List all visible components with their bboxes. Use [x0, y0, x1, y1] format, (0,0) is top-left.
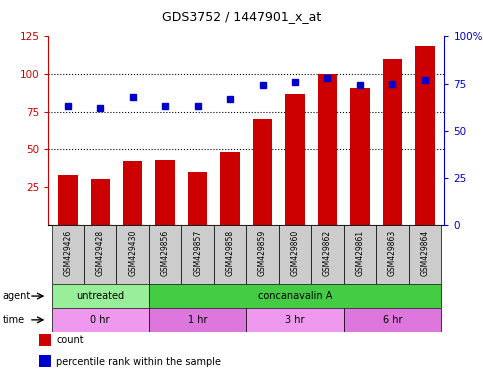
Text: GSM429864: GSM429864 [420, 230, 429, 276]
Text: GSM429859: GSM429859 [258, 230, 267, 276]
Bar [409, 225, 441, 284]
Bar [39, 355, 51, 367]
Text: time: time [2, 315, 25, 325]
Bar [149, 308, 246, 332]
Text: GSM429863: GSM429863 [388, 230, 397, 276]
Text: 6 hr: 6 hr [383, 315, 402, 325]
Bar [52, 284, 149, 308]
Bar [279, 225, 311, 284]
Bar [52, 308, 149, 332]
Bar [156, 160, 175, 225]
Text: 0 hr: 0 hr [90, 315, 110, 325]
Bar [220, 152, 240, 225]
Text: GDS3752 / 1447901_x_at: GDS3752 / 1447901_x_at [162, 10, 321, 23]
Bar [415, 46, 435, 225]
Bar [311, 225, 344, 284]
Text: GSM429428: GSM429428 [96, 230, 105, 276]
Bar [285, 94, 305, 225]
Bar [39, 334, 51, 346]
Text: GSM429861: GSM429861 [355, 230, 365, 276]
Bar [246, 225, 279, 284]
Text: GSM429860: GSM429860 [291, 230, 299, 276]
Text: 3 hr: 3 hr [285, 315, 305, 325]
Text: GSM429858: GSM429858 [226, 230, 235, 276]
Bar [350, 88, 369, 225]
Bar [149, 284, 441, 308]
Text: count: count [57, 336, 84, 346]
Text: GSM429430: GSM429430 [128, 230, 137, 276]
Bar [383, 59, 402, 225]
Bar [344, 225, 376, 284]
Text: GSM429862: GSM429862 [323, 230, 332, 276]
Bar [344, 308, 441, 332]
Bar [116, 225, 149, 284]
Bar [84, 225, 116, 284]
Bar [182, 225, 214, 284]
Text: 1 hr: 1 hr [188, 315, 207, 325]
Bar [246, 308, 344, 332]
Bar [188, 172, 207, 225]
Text: percentile rank within the sample: percentile rank within the sample [57, 357, 222, 367]
Bar [90, 179, 110, 225]
Bar [58, 175, 77, 225]
Text: agent: agent [2, 291, 30, 301]
Bar [376, 225, 409, 284]
Bar [123, 161, 142, 225]
Bar [52, 225, 84, 284]
Text: GSM429426: GSM429426 [63, 230, 72, 276]
Bar [214, 225, 246, 284]
Bar [149, 225, 182, 284]
Text: concanavalin A: concanavalin A [258, 291, 332, 301]
Text: GSM429856: GSM429856 [161, 230, 170, 276]
Text: untreated: untreated [76, 291, 124, 301]
Bar [318, 74, 337, 225]
Bar [253, 119, 272, 225]
Text: GSM429857: GSM429857 [193, 230, 202, 276]
